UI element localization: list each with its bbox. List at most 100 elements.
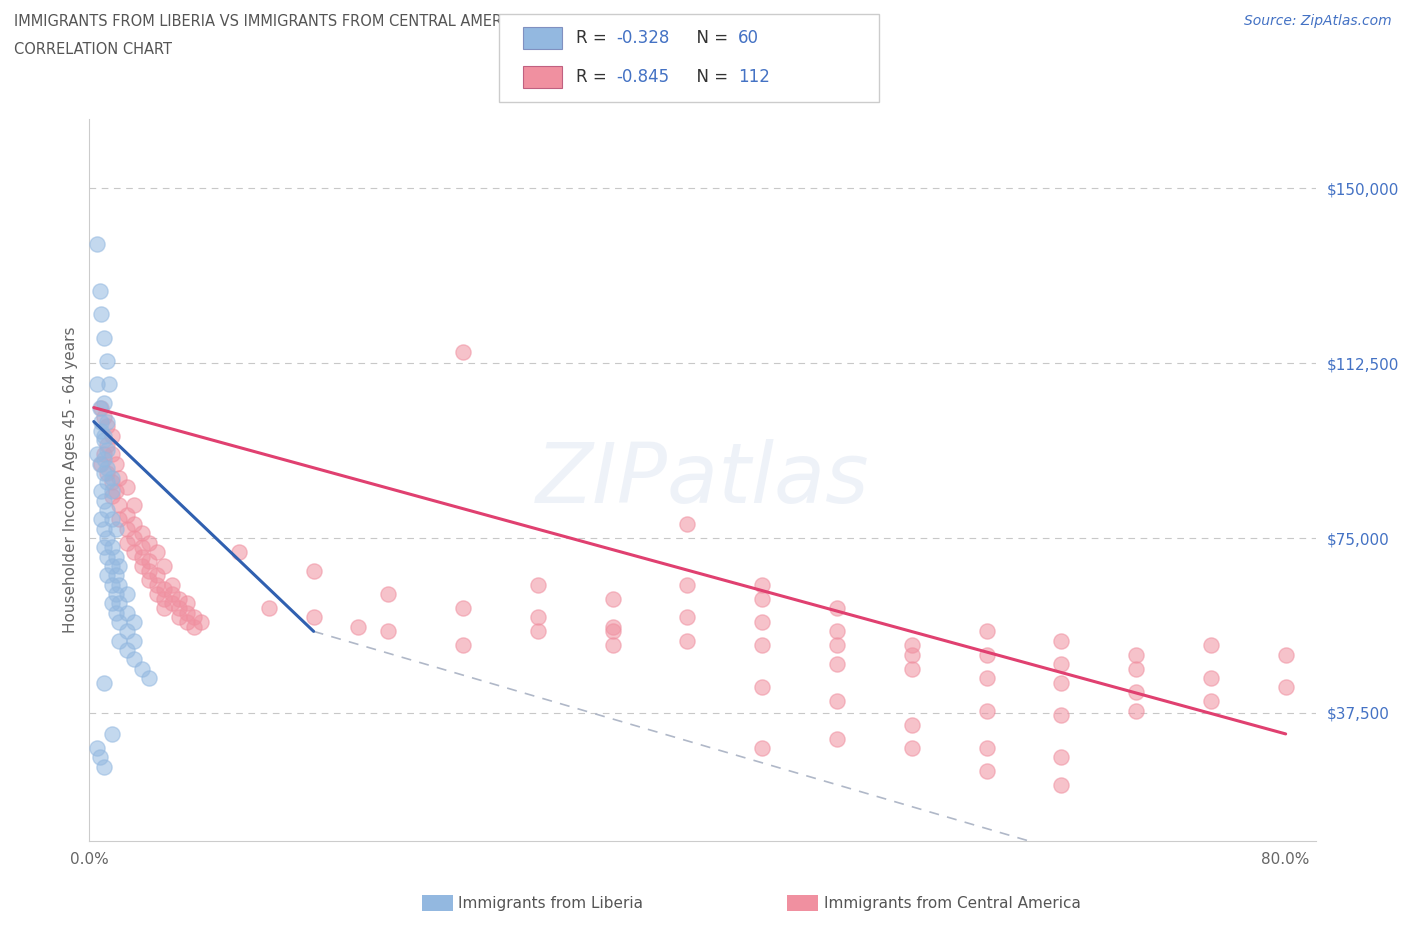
Point [1050, 708, 1073, 723]
Point [751, 578, 773, 592]
Point [96, 474, 118, 489]
Text: -0.328: -0.328 [616, 29, 669, 46]
Point [901, 661, 924, 676]
Point [153, 591, 176, 606]
Text: R =: R = [576, 68, 613, 86]
Point [96, 418, 118, 433]
Point [100, 489, 122, 504]
Point [89, 284, 111, 299]
Point [93, 428, 115, 443]
Point [115, 479, 138, 494]
Point [1199, 694, 1222, 709]
Point [93, 432, 115, 447]
Point [145, 587, 167, 602]
Point [751, 740, 773, 755]
Point [96, 465, 118, 480]
Point [377, 587, 399, 602]
Point [122, 531, 145, 546]
Point [89, 456, 111, 471]
Point [976, 671, 998, 685]
Point [115, 605, 138, 620]
Point [93, 409, 115, 424]
Point [153, 582, 176, 597]
Point [105, 550, 128, 565]
Point [160, 596, 183, 611]
Point [527, 578, 550, 592]
Point [1274, 680, 1296, 695]
Point [751, 615, 773, 630]
Point [105, 605, 128, 620]
Point [100, 446, 122, 461]
Point [527, 610, 550, 625]
Point [976, 647, 998, 662]
Text: Source: ZipAtlas.com: Source: ZipAtlas.com [1244, 14, 1392, 28]
Point [115, 587, 138, 602]
Point [602, 638, 624, 653]
Point [96, 437, 118, 452]
Point [93, 494, 115, 509]
Point [1050, 633, 1073, 648]
Point [100, 596, 122, 611]
Point [451, 344, 474, 359]
Text: Immigrants from Liberia: Immigrants from Liberia [458, 896, 644, 910]
Point [167, 610, 190, 625]
Point [153, 559, 176, 574]
Text: CORRELATION CHART: CORRELATION CHART [14, 42, 172, 57]
Point [108, 512, 131, 527]
Point [167, 601, 190, 616]
Point [96, 568, 118, 583]
Point [105, 587, 128, 602]
Point [108, 578, 131, 592]
Point [108, 498, 131, 513]
Point [100, 470, 122, 485]
Point [602, 591, 624, 606]
Point [86, 237, 108, 252]
Point [131, 550, 153, 565]
Point [105, 484, 128, 498]
Point [901, 638, 924, 653]
Point [115, 536, 138, 551]
Point [100, 428, 122, 443]
Text: 60: 60 [738, 29, 759, 46]
Point [1050, 750, 1073, 764]
Point [93, 446, 115, 461]
Point [190, 615, 212, 630]
Point [122, 633, 145, 648]
Point [676, 633, 699, 648]
Point [90, 400, 112, 415]
Point [901, 717, 924, 732]
Point [1125, 647, 1147, 662]
Point [751, 680, 773, 695]
Point [115, 508, 138, 523]
Point [257, 601, 280, 616]
Point [160, 578, 183, 592]
Point [96, 531, 118, 546]
Point [228, 545, 250, 560]
Point [145, 578, 167, 592]
Text: Immigrants from Central America: Immigrants from Central America [824, 896, 1081, 910]
Point [90, 512, 112, 527]
Point [451, 601, 474, 616]
Point [138, 564, 160, 578]
Point [451, 638, 474, 653]
Point [96, 550, 118, 565]
Point [1199, 671, 1222, 685]
Point [825, 601, 848, 616]
Point [122, 615, 145, 630]
Point [93, 540, 115, 555]
Point [153, 601, 176, 616]
Point [100, 540, 122, 555]
Point [825, 731, 848, 746]
Point [167, 591, 190, 606]
Point [138, 536, 160, 551]
Point [976, 703, 998, 718]
Point [825, 624, 848, 639]
Point [90, 456, 112, 471]
Point [93, 330, 115, 345]
Point [131, 540, 153, 555]
Point [751, 591, 773, 606]
Point [1125, 684, 1147, 699]
Point [97, 377, 120, 392]
Point [108, 559, 131, 574]
Point [100, 484, 122, 498]
